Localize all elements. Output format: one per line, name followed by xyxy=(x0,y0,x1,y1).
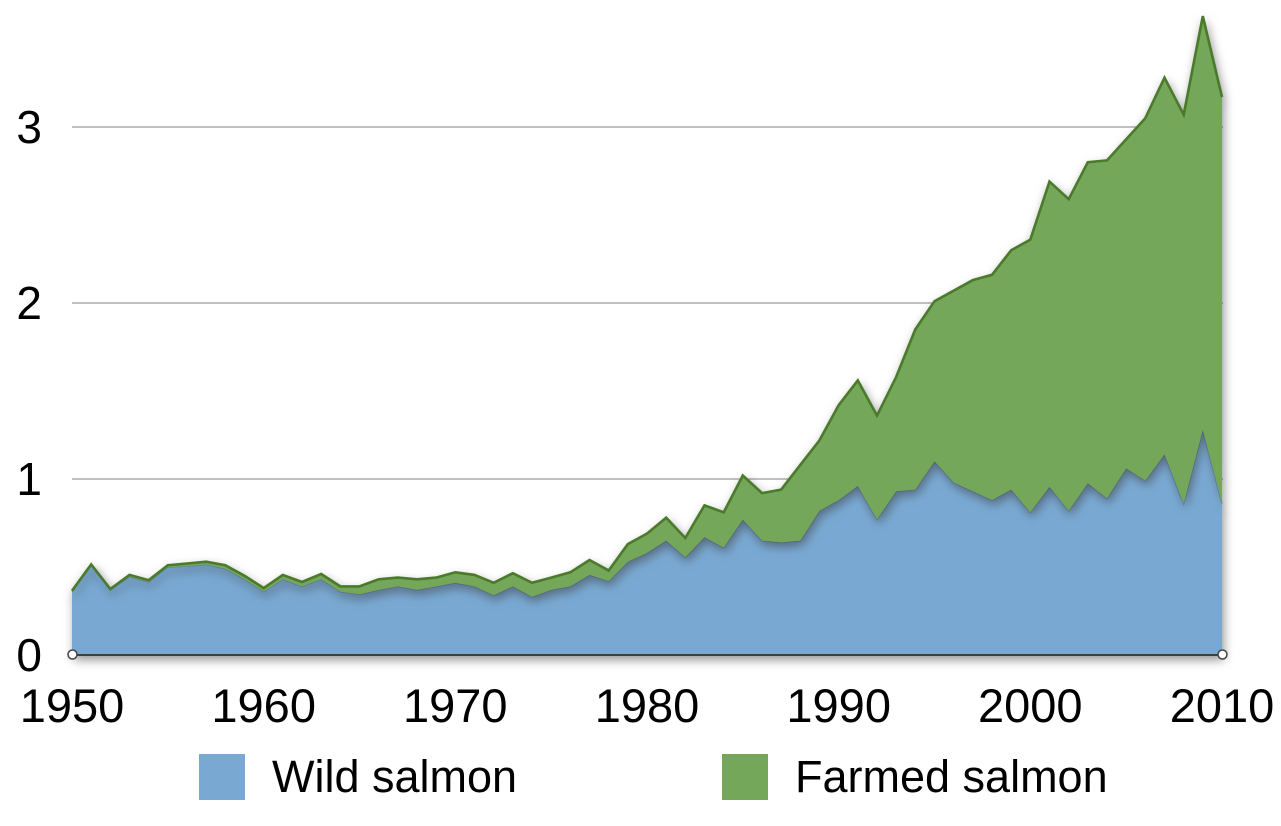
legend-item-farmed-salmon: Farmed salmon xyxy=(722,753,1108,800)
legend-item-wild-salmon: Wild salmon xyxy=(199,753,517,800)
wild-salmon-area xyxy=(72,429,1222,655)
farmed-salmon-top-edge xyxy=(70,15,1224,592)
wild-salmon-legend-label: Wild salmon xyxy=(272,751,518,802)
axis-endpoint-marker-left xyxy=(67,649,78,660)
x-tick-label-1970: 1970 xyxy=(403,679,508,732)
y-tick-label-2: 2 xyxy=(16,277,42,329)
y-axis-tick-labels: 0 1 2 3 xyxy=(16,101,42,681)
legend: Wild salmon Farmed salmon xyxy=(0,753,1281,800)
x-tick-label-2010: 2010 xyxy=(1170,679,1275,732)
y-tick-label-1: 1 xyxy=(16,453,42,505)
x-tick-label-1980: 1980 xyxy=(595,679,700,732)
farmed-salmon-legend-label: Farmed salmon xyxy=(795,751,1108,802)
x-tick-label-1960: 1960 xyxy=(211,679,316,732)
farmed-salmon-swatch xyxy=(722,753,768,800)
x-tick-label-2000: 2000 xyxy=(978,679,1083,732)
axis-endpoint-marker-right xyxy=(1217,649,1228,660)
x-tick-label-1950: 1950 xyxy=(20,679,125,732)
y-tick-label-0: 0 xyxy=(16,629,42,681)
wild-salmon-swatch xyxy=(199,753,245,800)
farmed-salmon-series xyxy=(70,15,1224,597)
farmed-salmon-area xyxy=(72,16,1222,597)
x-tick-label-1990: 1990 xyxy=(786,679,891,732)
y-tick-label-3: 3 xyxy=(16,101,42,153)
x-axis-tick-labels: 1950 1960 1970 1980 1990 2000 2010 xyxy=(20,679,1275,732)
